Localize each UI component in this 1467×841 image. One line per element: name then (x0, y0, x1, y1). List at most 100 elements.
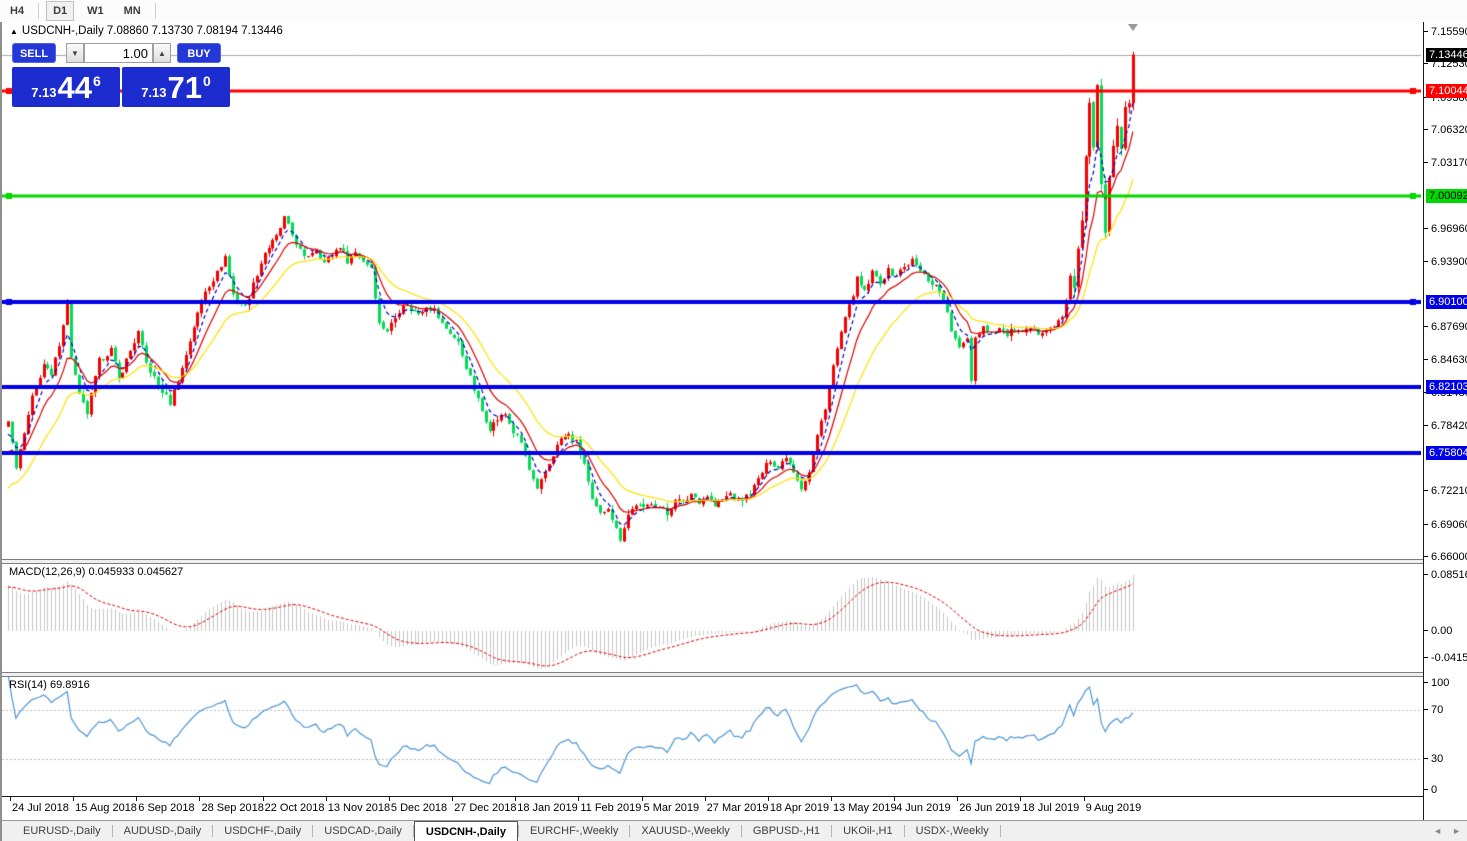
buy-price-pip: 0 (203, 73, 211, 89)
tab-separator (517, 825, 519, 837)
date-axis-tick (704, 797, 706, 801)
buy-price-prefix: 7.13 (141, 85, 167, 100)
timeframe-toolbar: H4 D1 W1 MN (0, 0, 1467, 23)
tab-separator (629, 825, 631, 837)
date-axis-tick (1020, 797, 1022, 801)
tab-separator (312, 825, 314, 837)
axis-tick-label: 6.72210 (1424, 484, 1467, 498)
chart-title: ▲ USDCNH-,Daily 7.08860 7.13730 7.08194 7… (10, 25, 283, 37)
axis-tick-label: 7.03170 (1424, 156, 1467, 170)
rsi-pane: RSI(14) 69.8916 (2, 677, 1421, 796)
axis-price-label: 7.00092 (1426, 189, 1467, 204)
main-chart-canvas[interactable] (2, 22, 1421, 559)
date-axis-label: 9 Aug 2019 (1085, 802, 1142, 814)
date-axis-tick (452, 797, 454, 801)
buy-price-panel[interactable]: 7.13 71 0 (122, 67, 230, 107)
toolbar-separator (154, 3, 156, 19)
chart-tab-xauusd-weekly[interactable]: XAUUSD-,Weekly (641, 825, 730, 837)
axis-price-label: 7.13446 (1426, 47, 1467, 62)
timeframe-button-d1[interactable]: D1 (46, 1, 75, 21)
date-axis-label: 22 Oct 2018 (264, 802, 325, 814)
date-axis-label: 13 May 2019 (832, 802, 897, 814)
axis-price-label: 6.75804 (1426, 446, 1467, 461)
macd-pane: MACD(12,26,9) 0.045933 0.045627 (2, 564, 1421, 672)
date-axis-label: 11 Feb 2019 (580, 802, 642, 814)
date-axis-label: 5 Mar 2019 (643, 802, 700, 814)
date-axis-tick (957, 797, 959, 801)
tab-scroll-right-icon[interactable]: ► (1452, 826, 1461, 836)
date-axis-label: 15 Aug 2018 (75, 802, 137, 814)
timeframe-button-h4[interactable]: H4 (10, 5, 25, 17)
pane-splitter[interactable] (2, 672, 1467, 677)
chart-tab-usdx-weekly[interactable]: USDX-,Weekly (915, 825, 989, 837)
pane-splitter[interactable] (2, 559, 1467, 564)
chart-tab-eurusd-daily[interactable]: EURUSD-,Daily (23, 825, 101, 837)
axis-tick-label: 6.78420 (1424, 419, 1467, 433)
axis-tick-label: 6.69060 (1424, 518, 1467, 532)
spinner-down-icon: ▼ (71, 48, 79, 58)
chart-tab-bar: EURUSD-,Daily AUDUSD-,Daily USDCHF-,Daily U… (2, 820, 1467, 841)
date-axis-label: 6 Sep 2018 (138, 802, 195, 814)
date-axis-tick (1083, 797, 1085, 801)
date-axis-tick (894, 797, 896, 801)
rsi-label: RSI(14) 69.8916 (9, 679, 90, 691)
date-axis-tick (73, 797, 75, 801)
date-axis-label: 5 Dec 2018 (390, 802, 448, 814)
axis-tick-label: 0 (1424, 783, 1467, 797)
chart-shift-marker-icon[interactable] (1128, 24, 1138, 31)
volume-increase-button[interactable]: ▲ (153, 43, 171, 63)
sell-button[interactable]: SELL (12, 43, 56, 63)
chart-tab-usdchf-daily[interactable]: USDCHF-,Daily (224, 825, 302, 837)
axis-tick-label: 0.00 (1424, 624, 1467, 638)
tab-separator (831, 825, 833, 837)
volume-decrease-button[interactable]: ▼ (66, 43, 84, 63)
axis-tick-label: 7.06320 (1424, 123, 1467, 137)
date-axis-tick (199, 797, 201, 801)
date-axis-tick (388, 797, 390, 801)
timeframe-button-w1[interactable]: W1 (87, 5, 104, 17)
axis-tick-label: 0.085164 (1424, 568, 1467, 582)
chart-tab-gbpusd-h1[interactable]: GBPUSD-,H1 (752, 825, 821, 837)
price-axis[interactable]: 7.15590 7.12530 7.09380 7.06320 7.03170 6.969… (1423, 22, 1467, 820)
date-axis-label: 18 Jul 2019 (1022, 802, 1080, 814)
date-axis-label: 27 Mar 2019 (706, 802, 769, 814)
date-axis-label: 18 Apr 2019 (769, 802, 830, 814)
spinner-up-icon: ▲ (158, 48, 166, 58)
date-axis-tick (767, 797, 769, 801)
axis-tick-label: 6.87690 (1424, 320, 1467, 334)
rsi-canvas[interactable] (2, 677, 1421, 796)
date-axis-label: 4 Jun 2019 (896, 802, 951, 814)
axis-tick-label: 6.66000 (1424, 550, 1467, 564)
chart-tab-audusd-daily[interactable]: AUDUSD-,Daily (123, 825, 202, 837)
date-axis-tick (10, 797, 11, 801)
macd-canvas[interactable] (2, 564, 1421, 672)
date-axis-tick (262, 797, 264, 801)
date-axis-tick (641, 797, 643, 801)
sell-price-prefix: 7.13 (31, 85, 57, 100)
chart-tab-usdcad-daily[interactable]: USDCAD-,Daily (324, 825, 402, 837)
axis-tick-label: 70 (1424, 703, 1467, 717)
date-axis-label: 28 Sep 2018 (201, 802, 264, 814)
chart-tab-usdcnh-daily[interactable]: USDCNH-,Daily (413, 821, 518, 841)
sell-price-panel[interactable]: 7.13 44 6 (12, 67, 120, 107)
tab-separator (903, 825, 905, 837)
axis-tick-label: 6.93900 (1424, 255, 1467, 269)
one-click-trading-panel: SELL ▼ ▲ BUY 7.13 44 6 7.13 71 (12, 43, 230, 107)
collapse-chart-arrow-icon[interactable]: ▲ (10, 27, 18, 36)
tab-scroll-left-icon[interactable]: ◄ (1433, 826, 1443, 836)
timeframe-button-mn[interactable]: MN (123, 5, 141, 17)
chart-tab-eurchf-weekly[interactable]: EURCHF-,Weekly (529, 825, 619, 837)
axis-price-label: 6.90100 (1426, 294, 1467, 309)
buy-button[interactable]: BUY (177, 43, 221, 63)
volume-input[interactable] (84, 43, 153, 63)
chart-tab-ukoil-h1[interactable]: UKOil-,H1 (843, 825, 893, 837)
date-axis-label: 24 Jul 2018 (12, 802, 69, 814)
axis-tick-label: -0.041597 (1424, 651, 1467, 665)
tab-separator (740, 825, 742, 837)
axis-price-label: 6.82103 (1426, 379, 1467, 394)
date-axis[interactable]: 24 Jul 2018 15 Aug 2018 6 Sep 2018 28 Sep 2… (2, 796, 1423, 820)
axis-tick-label: 7.15590 (1424, 25, 1467, 39)
tab-separator (999, 825, 1001, 837)
date-axis-label: 27 Dec 2018 (454, 802, 517, 814)
